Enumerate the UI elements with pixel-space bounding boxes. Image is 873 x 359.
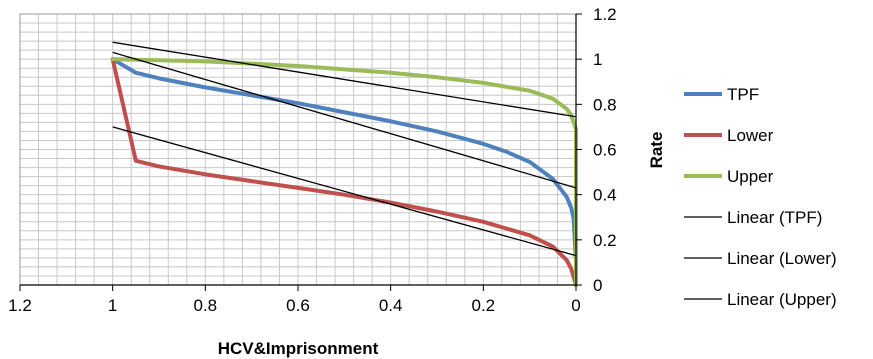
series-line-lower — [110, 57, 578, 287]
x-axis-title: HCV&Imprisonment — [218, 339, 379, 358]
series-line-tpf — [110, 57, 578, 287]
y-tick-label: 0.2 — [593, 231, 617, 250]
y-axis-tick-labels: 0 0.2 0.4 0.6 0.8 1 1.2 — [593, 5, 617, 295]
y-tick-label: 1 — [593, 50, 602, 69]
x-tick-label: 1.2 — [8, 296, 32, 315]
x-axis-tick-labels: 1.2 1 0.8 0.6 0.4 0.2 0 — [8, 296, 581, 315]
y-tick-label: 0.4 — [593, 186, 617, 205]
x-tick-label: 0.8 — [194, 296, 218, 315]
legend-label-upper: Upper — [727, 167, 774, 186]
x-tick-label: 0.2 — [472, 296, 496, 315]
y-tick-label: 0 — [593, 276, 602, 295]
trendline-linear-lower — [112, 126, 577, 257]
x-tick-label: 0.6 — [286, 296, 310, 315]
axes — [19, 13, 582, 291]
x-tick-label: 0.4 — [379, 296, 403, 315]
legend-label-tpf: TPF — [727, 85, 759, 104]
y-tick-label: 1.2 — [593, 5, 617, 24]
y-tick-label: 0.8 — [593, 95, 617, 114]
series-layer — [110, 41, 578, 287]
trendline-linear-upper — [112, 41, 577, 118]
legend-label-lower: Lower — [727, 126, 774, 145]
x-tick-label: 1 — [108, 296, 117, 315]
legend-label-linear-upper: Linear (Upper) — [727, 290, 837, 309]
y-tick-label: 0.6 — [593, 141, 617, 160]
legend-label-linear-lower: Linear (Lower) — [727, 249, 837, 268]
legend-label-linear-tpf: Linear (TPF) — [727, 208, 822, 227]
trendline-linear-tpf — [112, 51, 577, 189]
legend: TPF Lower Upper Linear (TPF) Linear (Lower) L… — [684, 85, 837, 309]
series-line-upper — [110, 57, 578, 287]
y-axis-title: Rate — [647, 132, 666, 169]
x-tick-label: 0 — [571, 296, 580, 315]
